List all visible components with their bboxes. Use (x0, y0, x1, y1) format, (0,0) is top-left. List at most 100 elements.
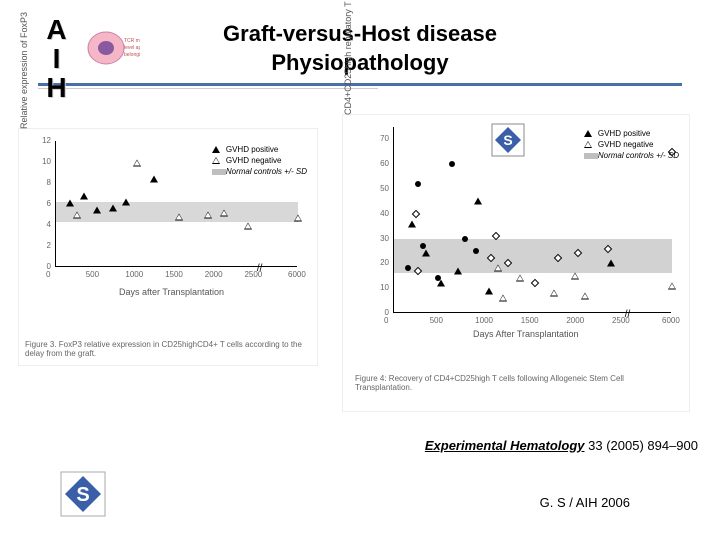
right-point (516, 275, 524, 282)
right-ytick: 30 (380, 234, 389, 243)
left-point (294, 214, 302, 221)
right-legend-sym (584, 130, 594, 138)
right-point (408, 220, 416, 227)
right-legend-sym (584, 152, 594, 160)
right-point (422, 250, 430, 257)
right-ytick: 60 (380, 159, 389, 168)
right-point (412, 210, 420, 218)
right-legend-label: GVHD negative (598, 140, 654, 149)
right-point (499, 295, 507, 302)
right-ytick: 10 (380, 283, 389, 292)
right-xtick: 0 (384, 316, 388, 325)
right-point (462, 236, 468, 242)
left-point (93, 207, 101, 214)
footer-credit: G. S / AIH 2006 (540, 495, 630, 510)
left-legend-item: GVHD negative (212, 156, 307, 165)
right-xtick: 2000 (566, 316, 584, 325)
left-xtick: 1000 (125, 270, 143, 279)
left-point (204, 211, 212, 218)
left-legend-label: GVHD positive (226, 145, 278, 154)
svg-text:level apart: level apart (124, 45, 140, 51)
header: AIH TCR match level apart belonging Graf… (0, 0, 720, 98)
right-axis-break: // (625, 309, 631, 320)
right-legend-sym (584, 141, 594, 149)
right-caption: Figure 4: Recovery of CD4+CD25high T cel… (355, 374, 677, 393)
right-point (668, 282, 676, 289)
right-point (571, 272, 579, 279)
left-legend-label: GVHD negative (226, 156, 282, 165)
left-legend: GVHD positive GVHD negative Normal control… (212, 145, 307, 178)
right-ytick: 40 (380, 209, 389, 218)
svg-text:S: S (76, 484, 89, 506)
left-xlabel: Days after Transplantation (119, 287, 224, 297)
right-xtick: 1000 (475, 316, 493, 325)
left-legend-item: Normal controls +/- SD (212, 167, 307, 176)
right-ytick: 70 (380, 134, 389, 143)
left-point (150, 175, 158, 182)
left-point (66, 199, 74, 206)
footer-s-logo-icon: S (60, 471, 106, 522)
right-point (531, 279, 539, 287)
right-point (449, 161, 455, 167)
right-point (550, 290, 558, 297)
cell-icon: TCR match level apart belonging (80, 24, 140, 77)
right-xtick: 1500 (521, 316, 539, 325)
left-legend-sym (212, 157, 222, 165)
right-normal-band (394, 239, 672, 274)
left-xtick: 6000 (288, 270, 306, 279)
left-legend-label: Normal controls +/- SD (226, 167, 307, 176)
title-divider-light (38, 88, 378, 89)
left-xtick: 500 (86, 270, 99, 279)
right-point (581, 292, 589, 299)
figure-left: Relative expression of FoxP3 024681012 0… (18, 128, 318, 366)
left-xtick: 1500 (165, 270, 183, 279)
left-ytick: 12 (42, 136, 51, 145)
left-legend-sym (212, 168, 222, 176)
left-point (244, 223, 252, 230)
left-legend-sym (212, 146, 222, 154)
left-ytick: 10 (42, 157, 51, 166)
right-ylabel: CD4+CD25high regulatory T cells / mm3 (343, 0, 353, 115)
citation: Experimental Hematology 33 (2005) 894–90… (425, 438, 698, 453)
left-point (73, 211, 81, 218)
right-xtick: 500 (430, 316, 443, 325)
svg-text:TCR match: TCR match (124, 38, 140, 44)
right-ytick: 50 (380, 184, 389, 193)
title-divider (38, 83, 682, 86)
left-ytick: 6 (47, 199, 51, 208)
right-legend-item: GVHD negative (584, 140, 679, 149)
left-xtick: 0 (46, 270, 50, 279)
right-legend-label: Normal controls +/- SD (598, 151, 679, 160)
left-point (80, 192, 88, 199)
left-point (109, 205, 117, 212)
left-ytick: 4 (47, 220, 51, 229)
right-point (454, 267, 462, 274)
right-legend: GVHD positive GVHD negative Normal control… (584, 129, 679, 162)
left-ytick: 8 (47, 178, 51, 187)
right-legend-label: GVHD positive (598, 129, 650, 138)
left-axis-break: // (257, 263, 263, 274)
figures-row: Relative expression of FoxP3 024681012 0… (0, 106, 720, 426)
left-point (133, 160, 141, 167)
left-point (220, 210, 228, 217)
citation-journal: Experimental Hematology (425, 438, 585, 453)
right-chart: S CD4+CD25high regulatory T cells / mm3 … (343, 115, 689, 411)
left-ylabel: Relative expression of FoxP3 (19, 0, 29, 129)
citation-rest: 33 (2005) 894–900 (585, 438, 698, 453)
right-point (405, 265, 411, 271)
right-point (474, 198, 482, 205)
figure-right: S CD4+CD25high regulatory T cells / mm3 … (342, 114, 690, 412)
right-ytick: 20 (380, 258, 389, 267)
left-ytick: 2 (47, 241, 51, 250)
left-caption: Figure 3. FoxP3 relative expression in C… (25, 340, 311, 359)
left-point (175, 213, 183, 220)
right-point (420, 243, 426, 249)
right-xlabel: Days After Transplantation (473, 329, 579, 339)
right-legend-item: GVHD positive (584, 129, 679, 138)
left-point (122, 198, 130, 205)
left-legend-item: GVHD positive (212, 145, 307, 154)
right-point (607, 260, 615, 267)
right-point (435, 275, 441, 281)
right-legend-item: Normal controls +/- SD (584, 151, 679, 160)
right-point (473, 248, 479, 254)
